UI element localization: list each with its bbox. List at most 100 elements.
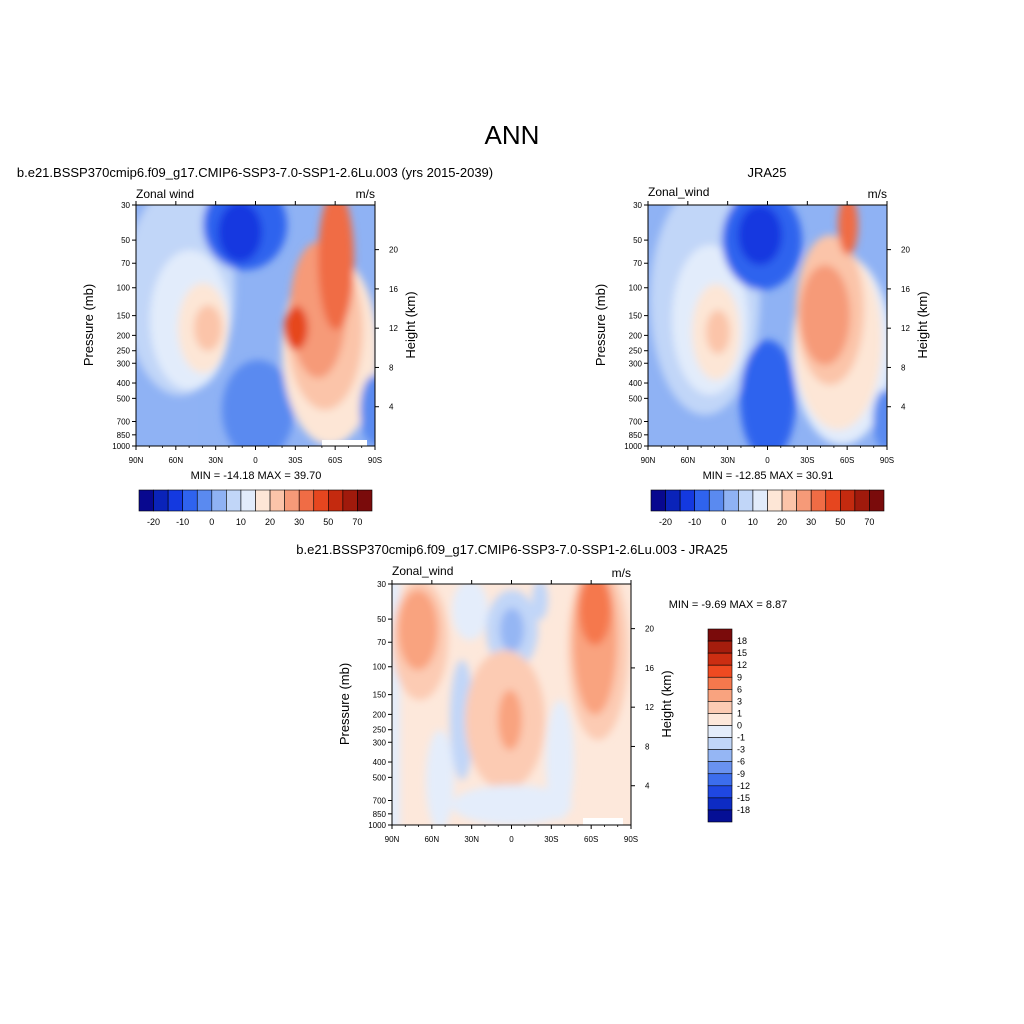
colorbar-swatch	[298, 489, 315, 512]
height-tick-label: 20	[645, 625, 654, 634]
pressure-tick-label: 250	[629, 347, 643, 356]
lat-tick-label: 0	[765, 456, 770, 465]
panel-obs-ylabel: Pressure (mb)	[593, 284, 608, 366]
lat-tick-label: 90S	[880, 456, 894, 465]
colorbar-swatch	[840, 489, 856, 512]
pressure-tick-label: 850	[629, 431, 643, 440]
pressure-tick-label: 70	[377, 638, 386, 647]
pressure-tick-label: 100	[373, 663, 387, 672]
height-tick-label: 12	[389, 324, 398, 333]
colorbar-label: 0	[209, 517, 214, 527]
colorbar-swatch	[284, 489, 300, 512]
pressure-tick-label: 300	[373, 738, 387, 747]
colorbar-swatch	[707, 725, 733, 738]
colorbar-label: 9	[737, 672, 742, 682]
colorbar-swatch	[313, 489, 329, 512]
height-tick-label: 16	[901, 285, 910, 294]
pressure-tick-label: 400	[117, 379, 131, 388]
pressure-tick-label: 30	[633, 201, 642, 210]
pressure-tick-label: 50	[633, 236, 642, 245]
pressure-tick-label: 150	[117, 312, 131, 321]
colorbar-label: 70	[352, 517, 362, 527]
colorbar-label: 15	[737, 648, 747, 658]
colorbar-swatch	[796, 489, 812, 512]
lat-tick-label: 60N	[680, 456, 695, 465]
colorbar-swatch	[707, 737, 733, 750]
lat-tick-label: 60N	[168, 456, 183, 465]
height-tick-label: 4	[389, 403, 394, 412]
lat-tick-label: 30N	[720, 456, 735, 465]
colorbar-swatch	[211, 489, 227, 512]
colorbar-swatch	[357, 489, 373, 512]
colorbar-label: 30	[806, 517, 816, 527]
pressure-tick-label: 300	[629, 359, 643, 368]
pressure-tick-label: 100	[117, 284, 131, 293]
colorbar-swatch	[182, 489, 198, 512]
panel-obs-ylabel-right: Height (km)	[915, 291, 930, 358]
panel-model-ylabel: Pressure (mb)	[81, 284, 96, 366]
colorbar-swatch	[752, 489, 768, 512]
colorbar-swatch	[138, 489, 154, 512]
pressure-tick-label: 100	[629, 284, 643, 293]
panel-obs-left-string: Zonal_wind	[648, 185, 709, 199]
colorbar-label: -9	[737, 769, 745, 779]
colorbar-swatch	[153, 489, 169, 512]
colorbar-swatch	[226, 489, 242, 512]
lat-tick-label: 0	[253, 456, 258, 465]
colorbar-swatch	[694, 489, 710, 512]
colorbar-label: -6	[737, 757, 745, 767]
colorbar-swatch	[342, 489, 358, 512]
pressure-tick-label: 850	[373, 810, 387, 819]
panel-obs-header: JRA25	[747, 165, 786, 180]
panel-model-axes: 3050701001502002503004005007008501000481…	[112, 201, 398, 465]
panel-obs-colorbar: -20 -10 0 10 20 30 50 70	[650, 489, 885, 527]
lat-tick-label: 90N	[129, 456, 144, 465]
colorbar-label: 3	[737, 696, 742, 706]
colorbar-label: 70	[864, 517, 874, 527]
colorbar-swatch	[707, 749, 733, 762]
pressure-tick-label: 200	[629, 331, 643, 340]
lat-tick-label: 90N	[641, 456, 656, 465]
panel-diff-header: b.e21.BSSP370cmip6.f09_g17.CMIP6-SSP3-7.…	[296, 542, 727, 557]
colorbar-swatch	[825, 489, 841, 512]
colorbar-swatch	[707, 689, 733, 702]
colorbar-swatch	[650, 489, 666, 512]
colorbar-swatch	[707, 652, 733, 666]
panel-model-colorbar: -20 -10 0 10 20 30 50 70	[138, 489, 373, 527]
lat-tick-label: 30S	[800, 456, 814, 465]
lat-tick-label: 30N	[464, 835, 479, 844]
pressure-tick-label: 1000	[112, 442, 130, 451]
colorbar-swatch	[707, 713, 733, 726]
colorbar-swatch	[854, 489, 870, 512]
pressure-tick-label: 70	[121, 259, 130, 268]
colorbar-label: 1	[737, 708, 742, 718]
colorbar-swatch	[707, 797, 733, 811]
pressure-tick-label: 150	[629, 312, 643, 321]
panel-obs-right-string: m/s	[868, 187, 887, 201]
pressure-tick-label: 400	[373, 758, 387, 767]
colorbar-swatch	[723, 489, 739, 512]
lat-tick-label: 30S	[288, 456, 302, 465]
height-tick-label: 8	[645, 742, 650, 751]
panel-diff-stats: MIN = -9.69 MAX = 8.87	[669, 599, 788, 611]
colorbar-label: -10	[176, 517, 189, 527]
pressure-tick-label: 250	[117, 347, 131, 356]
panel-diff-ylabel-right: Height (km)	[659, 670, 674, 737]
pressure-tick-label: 1000	[368, 821, 386, 830]
pressure-tick-label: 30	[377, 580, 386, 589]
colorbar-swatch	[707, 701, 733, 714]
pressure-tick-label: 150	[373, 691, 387, 700]
colorbar-label: 50	[323, 517, 333, 527]
colorbar-swatch	[707, 785, 733, 799]
pressure-tick-label: 850	[117, 431, 131, 440]
panel-diff-ylabel: Pressure (mb)	[337, 663, 352, 745]
colorbar-label: -20	[147, 517, 160, 527]
panel-diff-contours	[392, 584, 631, 825]
panel-diff-colorbar: 18 15 12 9 6 3 1 0 -1 -3 -6 -9 -12 -15 -18	[707, 628, 750, 823]
panel-diff: b.e21.BSSP370cmip6.f09_g17.CMIP6-SSP3-7.…	[296, 542, 787, 844]
pressure-tick-label: 1000	[624, 442, 642, 451]
colorbar-label: 20	[777, 517, 787, 527]
colorbar-swatch	[269, 489, 285, 512]
colorbar-swatch	[810, 489, 827, 512]
lat-tick-label: 60S	[584, 835, 598, 844]
